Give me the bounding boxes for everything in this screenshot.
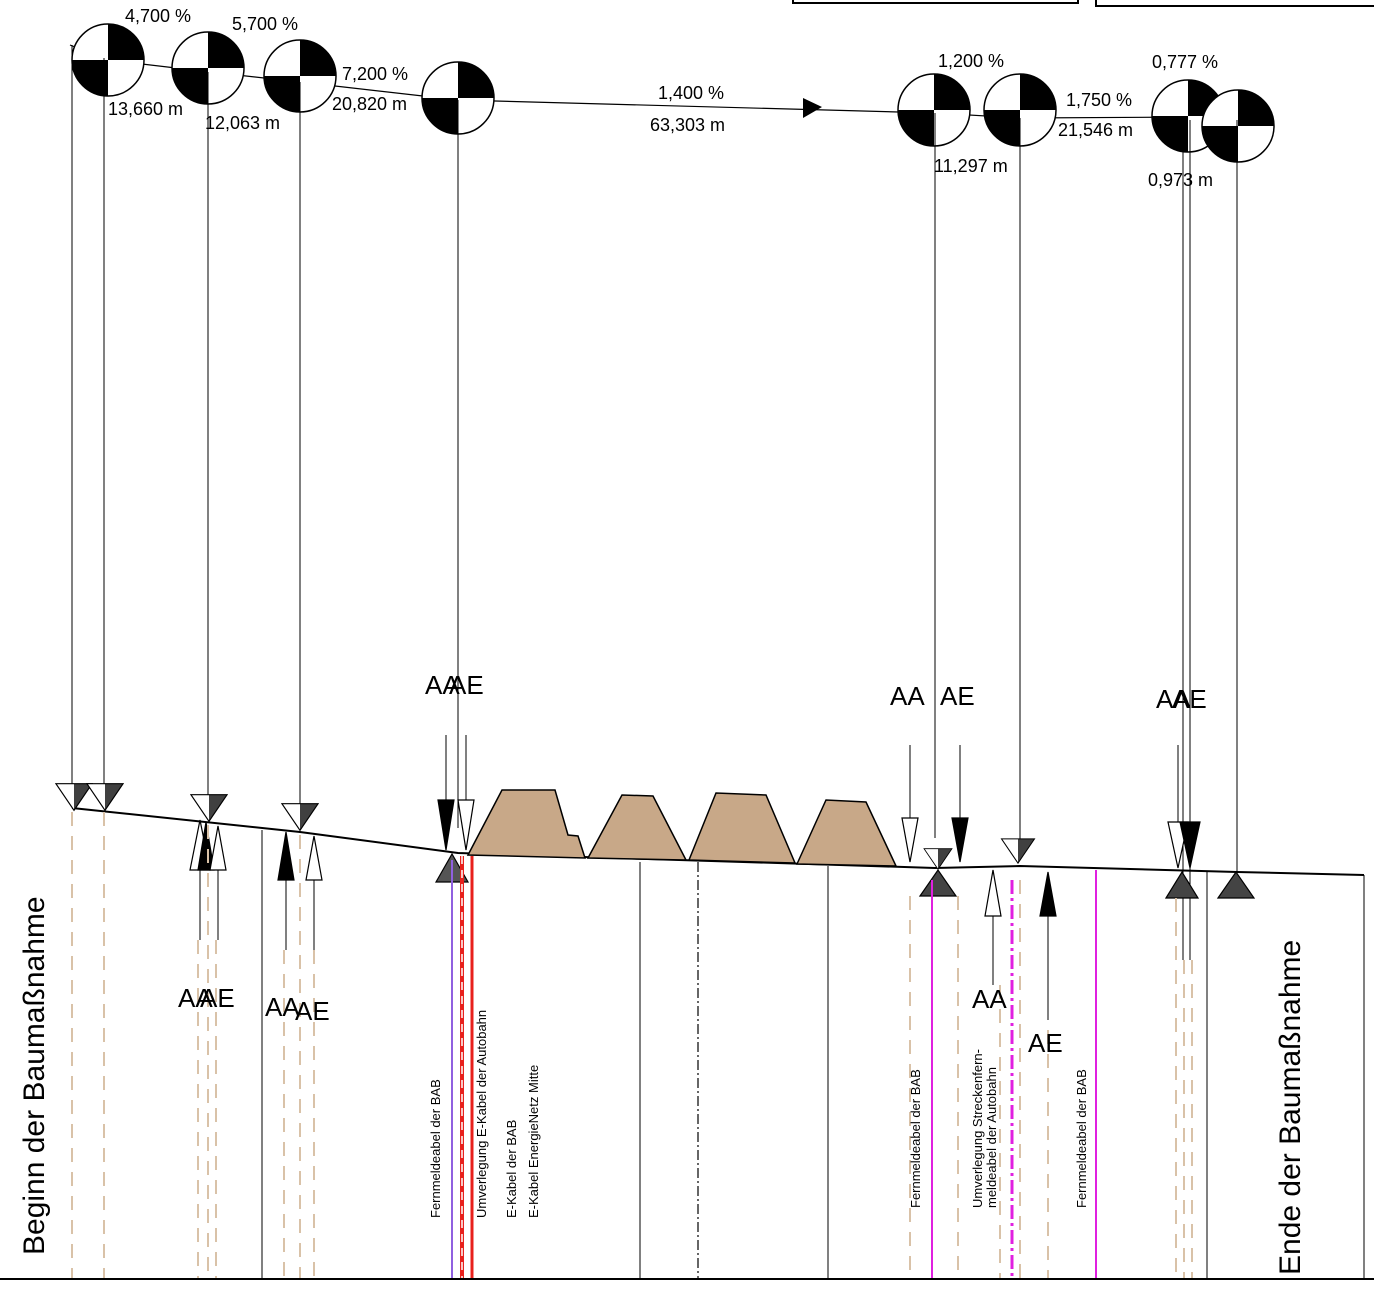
title-boxes: [792, 0, 1374, 7]
slope-grade: 5,700 %: [232, 14, 298, 34]
aa-ae-labels: AA AE AA AE AA AE AA AE AA AE AA AE: [178, 670, 1207, 1058]
ae-label: AE: [449, 670, 484, 700]
aa-label: AA: [265, 992, 300, 1022]
slope-length: 0,973 m: [1148, 170, 1213, 190]
cable-label: E-Kabel EnergieNetz Mitte: [526, 1065, 541, 1218]
ae-label: AE: [1028, 1028, 1063, 1058]
ground-line: [71, 807, 1365, 876]
aa-label: AA: [178, 983, 213, 1013]
cable-label: meldeabel der Autobahn: [984, 1067, 999, 1208]
earth-mounds: [466, 789, 898, 867]
slope-length: 20,820 m: [332, 94, 407, 114]
cable-label: Umverlegung E-Kabel der Autobahn: [474, 1010, 489, 1218]
cable-label: E-Kabel der BAB: [504, 1120, 519, 1218]
slope-length: 13,660 m: [108, 99, 183, 119]
cable-label: Fernmeldeabel der BAB: [908, 1069, 923, 1208]
gradient-line: [69, 44, 1236, 121]
slope-length: 12,063 m: [205, 113, 280, 133]
benchmark-icon: [1201, 89, 1275, 163]
aa-label: AA: [972, 984, 1007, 1014]
cable-label: Fernmeldeabel der BAB: [428, 1079, 443, 1218]
ae-label: AE: [940, 681, 975, 711]
cable-label: Fernmeldeabel der BAB: [1074, 1069, 1089, 1208]
benchmark-icon: [71, 23, 145, 97]
ae-label: AE: [200, 983, 235, 1013]
slope-labels: 4,700 % 13,660 m 5,700 % 12,063 m 7,200 …: [108, 6, 1218, 190]
ae-label: AE: [295, 996, 330, 1026]
slope-grade: 0,777 %: [1152, 52, 1218, 72]
aa-label: AA: [425, 670, 460, 700]
cable-label: Umverlegung Streckenfern-: [970, 1049, 985, 1208]
direction-arrow-icon: [803, 98, 822, 118]
colored-cables: [451, 856, 1097, 1278]
cable-labels: Fernmeldeabel der BAB Umverlegung E-Kabe…: [428, 1010, 1089, 1218]
slope-grade: 1,200 %: [938, 51, 1004, 71]
dashed-cable-lines: [71, 812, 1193, 1278]
projection-lines: [71, 45, 1238, 960]
slope-grade: 1,750 %: [1066, 90, 1132, 110]
slope-length: 11,297 m: [934, 156, 1008, 176]
slope-length: 63,303 m: [650, 115, 725, 135]
slope-grade: 1,400 %: [658, 83, 724, 103]
start-title: Beginn der Baumaßnahme: [18, 896, 51, 1255]
benchmark-icon: [897, 73, 971, 147]
slope-grade: 7,200 %: [342, 64, 408, 84]
end-title: Ende der Baumaßnahme: [1274, 940, 1307, 1275]
aa-label: AA: [890, 681, 925, 711]
aa-label: AA: [1156, 684, 1191, 714]
marker-lines: [199, 735, 1365, 1278]
slope-grade: 4,700 %: [125, 6, 191, 26]
ae-label: AE: [1172, 684, 1207, 714]
slope-length: 21,546 m: [1058, 120, 1133, 140]
